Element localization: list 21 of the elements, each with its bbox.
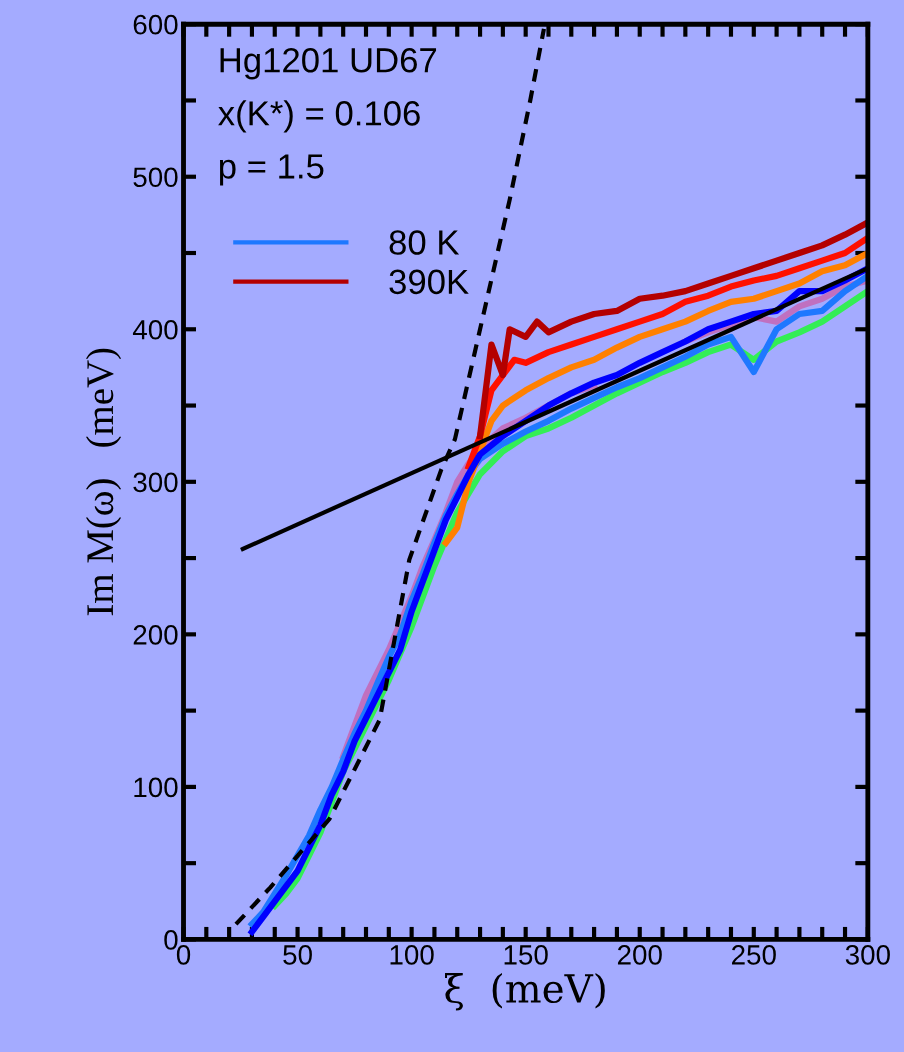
legend-label: 80 K — [389, 230, 460, 255]
y-tick-label: 400 — [132, 319, 178, 340]
x-tick-label: 50 — [283, 945, 312, 965]
y-axis-title: Im M(ω) (meV) — [85, 348, 122, 616]
annotation: p = 1.5 — [219, 154, 324, 186]
x-tick-label: 150 — [504, 945, 548, 965]
x-tick-label: 100 — [390, 945, 434, 965]
x-axis-title: ξ (meV) — [445, 972, 605, 1011]
x-tick-label: 0 — [176, 945, 191, 965]
legend-label: 390K — [389, 269, 469, 295]
x-tick-label: 300 — [845, 945, 890, 965]
x-tick-label: 250 — [732, 945, 776, 965]
annotation: Hg1201 UD67 — [220, 47, 437, 80]
y-tick-label: 0 — [164, 930, 178, 950]
y-tick-label: 100 — [134, 777, 178, 798]
y-tick-label: 200 — [133, 625, 178, 645]
x-tick-label: 200 — [617, 945, 662, 965]
y-tick-label: 600 — [133, 14, 178, 35]
annotation: x(K*) = 0.106 — [218, 100, 420, 133]
y-tick-label: 500 — [133, 167, 178, 188]
y-tick-label: 300 — [133, 472, 178, 493]
